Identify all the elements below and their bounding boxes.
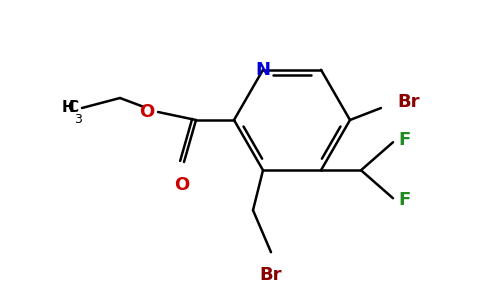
Text: H: H xyxy=(61,100,74,116)
Text: Br: Br xyxy=(397,93,420,111)
Text: C: C xyxy=(67,100,78,116)
Text: O: O xyxy=(174,176,190,194)
Text: 3: 3 xyxy=(74,113,82,126)
Text: Br: Br xyxy=(260,266,282,284)
Text: O: O xyxy=(139,103,154,121)
Text: F: F xyxy=(398,191,410,209)
Text: F: F xyxy=(398,131,410,149)
Text: N: N xyxy=(256,61,271,79)
